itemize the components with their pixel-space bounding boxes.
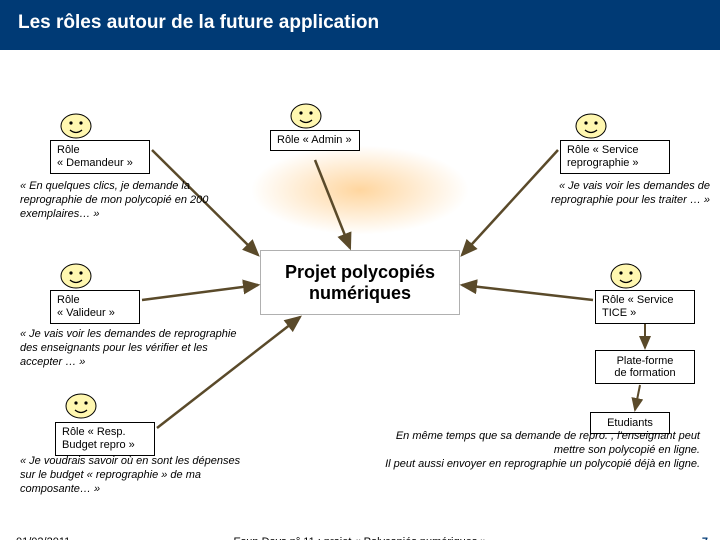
etudiants-label: Etudiants <box>607 417 653 429</box>
serv-repro-role-box: Rôle « Service reprographie » <box>560 140 670 174</box>
admin-face-icon <box>290 100 322 132</box>
admin-label: Rôle « Admin » <box>277 134 352 146</box>
valideur-role-box: Rôle « Valideur » <box>50 290 140 324</box>
serv-repro-label: Rôle « Service reprographie » <box>567 144 639 169</box>
demandeur-label: Rôle « Demandeur » <box>57 144 133 169</box>
plateforme-box: Plate-forme de formation <box>595 350 695 384</box>
footer-page-number: 7 <box>702 536 708 540</box>
resp-budget-quote: « Je voudrais savoir où en sont les dépe… <box>20 455 250 496</box>
central-project-box: Projet polycopiés numériques <box>260 250 460 315</box>
slide-header: Les rôles autour de la future applicatio… <box>0 0 720 50</box>
demandeur-face-icon <box>60 110 92 142</box>
etudiants-note: En même temps que sa demande de repro. ,… <box>370 430 700 471</box>
footer-center: Esup Days n° 11 : projet « Polycopiés nu… <box>0 536 720 540</box>
resp-budget-role-box: Rôle « Resp. Budget repro » <box>55 422 155 456</box>
serv-tice-role-box: Rôle « Service TICE » <box>595 290 695 324</box>
serv-repro-quote: « Je vais voir les demandes de reprograp… <box>510 180 710 208</box>
serv-tice-face-icon <box>610 260 642 292</box>
central-project-title: Projet polycopiés numériques <box>267 262 453 304</box>
slide-title: Les rôles autour de la future applicatio… <box>18 12 379 33</box>
valideur-label: Rôle « Valideur » <box>57 294 115 319</box>
diagram-canvas: Projet polycopiés numériques Rôle « Dema… <box>0 50 720 510</box>
plateforme-label: Plate-forme de formation <box>614 355 675 379</box>
demandeur-role-box: Rôle « Demandeur » <box>50 140 150 174</box>
demandeur-quote: « En quelques clics, je demande la repro… <box>20 180 230 221</box>
valideur-face-icon <box>60 260 92 292</box>
admin-glow <box>250 145 470 235</box>
resp-budget-label: Rôle « Resp. Budget repro » <box>62 426 135 451</box>
valideur-quote: « Je vais voir les demandes de reprograp… <box>20 328 250 369</box>
serv-tice-label: Rôle « Service TICE » <box>602 294 674 319</box>
resp-budget-face-icon <box>65 390 97 422</box>
serv-repro-face-icon <box>575 110 607 142</box>
admin-role-box: Rôle « Admin » <box>270 130 360 151</box>
